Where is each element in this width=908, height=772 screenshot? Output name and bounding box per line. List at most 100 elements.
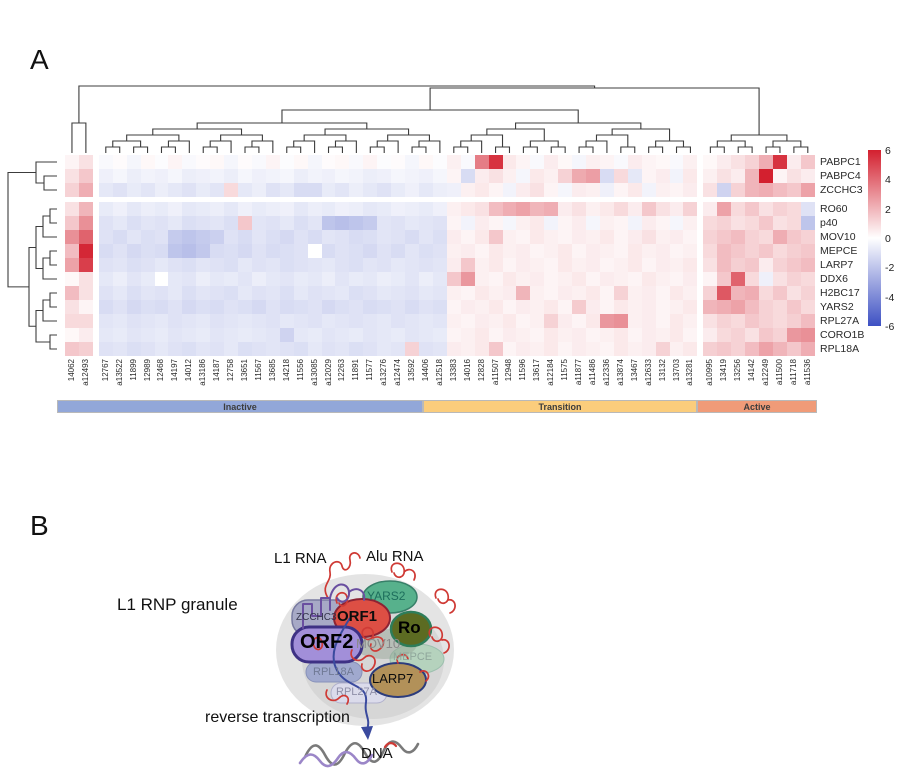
heatmap-cell bbox=[363, 244, 378, 258]
heatmap-cell bbox=[377, 314, 392, 328]
heatmap-cell bbox=[432, 300, 447, 314]
heatmap-cell bbox=[599, 155, 614, 169]
heatmap-cell bbox=[446, 286, 461, 300]
heatmap-cell bbox=[717, 230, 732, 244]
heatmap-cell bbox=[502, 155, 517, 169]
dendrogram-branch bbox=[655, 140, 685, 147]
dendrogram-branch bbox=[42, 215, 57, 238]
heatmap-cell bbox=[800, 244, 815, 258]
heatmap-cell bbox=[544, 272, 559, 286]
heatmap-cell bbox=[655, 155, 670, 169]
heatmap-cell bbox=[126, 230, 141, 244]
heatmap-cell bbox=[586, 244, 600, 258]
dendrogram-branch bbox=[244, 146, 260, 153]
heatmap-cell bbox=[613, 272, 628, 286]
heatmap-cell bbox=[773, 169, 787, 183]
heatmap-cell bbox=[703, 286, 718, 300]
heatmap-cell bbox=[558, 342, 573, 356]
heatmap-cell bbox=[446, 244, 461, 258]
heatmap-cell bbox=[321, 300, 336, 314]
heatmap-cell bbox=[224, 342, 239, 356]
heatmap-cell bbox=[586, 342, 600, 356]
heatmap-cell bbox=[474, 272, 489, 286]
heatmap-column-label: a13276 bbox=[379, 359, 389, 386]
heatmap-cell bbox=[683, 169, 698, 183]
heatmap-cell bbox=[432, 272, 447, 286]
heatmap-cell bbox=[474, 258, 489, 272]
heatmap-cell bbox=[126, 169, 141, 183]
heatmap-row-label: PABPC1 bbox=[820, 156, 861, 168]
heatmap-cell bbox=[488, 258, 503, 272]
heatmap-cell bbox=[419, 216, 433, 230]
heatmap-cell bbox=[98, 272, 113, 286]
heatmap-cell bbox=[154, 169, 169, 183]
heatmap-cell bbox=[669, 258, 684, 272]
heatmap-cell bbox=[224, 202, 239, 216]
heatmap-cell bbox=[731, 342, 746, 356]
heatmap-cell bbox=[683, 286, 698, 300]
heatmap-cell bbox=[613, 169, 628, 183]
heatmap-cell bbox=[154, 272, 169, 286]
heatmap-cell bbox=[224, 230, 239, 244]
dendrogram-branch bbox=[529, 140, 559, 147]
heatmap-cell bbox=[474, 300, 489, 314]
heatmap-cell bbox=[182, 300, 197, 314]
heatmap-cell bbox=[731, 286, 746, 300]
heatmap-cell bbox=[516, 328, 531, 342]
heatmap-cell bbox=[224, 169, 239, 183]
heatmap-cell bbox=[586, 258, 600, 272]
heatmap-cell bbox=[405, 272, 419, 286]
heatmap-cell bbox=[446, 202, 461, 216]
heatmap-cell bbox=[669, 216, 684, 230]
heatmap-cell bbox=[78, 216, 93, 230]
heatmap-cell bbox=[391, 272, 406, 286]
heatmap-cell bbox=[78, 286, 93, 300]
heatmap-cell bbox=[613, 244, 628, 258]
heatmap-cell bbox=[613, 216, 628, 230]
heatmap-column-label: 12468 bbox=[156, 359, 166, 382]
heatmap-cell bbox=[391, 258, 406, 272]
heatmap-cell bbox=[474, 244, 489, 258]
heatmap-cell bbox=[474, 328, 489, 342]
heatmap-cell bbox=[800, 342, 815, 356]
heatmap-cell bbox=[586, 328, 600, 342]
heatmap-cell bbox=[279, 272, 294, 286]
heatmap-cell bbox=[140, 155, 155, 169]
heatmap-cell bbox=[78, 342, 93, 356]
heatmap-cell bbox=[572, 230, 587, 244]
heatmap-cell bbox=[717, 258, 732, 272]
heatmap-cell bbox=[78, 244, 93, 258]
heatmap-cell bbox=[251, 230, 266, 244]
heatmap-cell bbox=[251, 183, 266, 197]
heatmap-cell bbox=[800, 328, 815, 342]
heatmap-cell bbox=[168, 272, 183, 286]
heatmap-cell bbox=[321, 216, 336, 230]
heatmap-cell bbox=[432, 244, 447, 258]
heatmap-cell bbox=[641, 244, 656, 258]
heatmap-cell bbox=[613, 328, 628, 342]
heatmap-cell bbox=[391, 183, 406, 197]
heatmap-cell bbox=[405, 258, 419, 272]
dendrogram-branch bbox=[293, 140, 316, 153]
heatmap-cell bbox=[391, 155, 406, 169]
heatmap-cell bbox=[293, 314, 308, 328]
heatmap-cell bbox=[210, 230, 225, 244]
dendrogram-branch bbox=[486, 128, 545, 141]
heatmap-row-label: LARP7 bbox=[820, 259, 854, 271]
heatmap-cell bbox=[599, 202, 614, 216]
heatmap-cell bbox=[349, 342, 364, 356]
heatmap-cell bbox=[98, 258, 113, 272]
heatmap-cell bbox=[745, 314, 760, 328]
dendrogram-branch bbox=[327, 146, 343, 153]
heatmap-cell bbox=[78, 314, 93, 328]
heatmap-cell bbox=[405, 328, 419, 342]
heatmap-cell bbox=[98, 230, 113, 244]
heatmap-cell bbox=[558, 314, 573, 328]
heatmap-cell bbox=[182, 342, 197, 356]
heatmap-cell bbox=[238, 300, 252, 314]
heatmap-cell bbox=[786, 286, 801, 300]
heatmap-cell bbox=[349, 183, 364, 197]
heatmap-cell bbox=[655, 244, 670, 258]
heatmap-cell bbox=[759, 328, 773, 342]
heatmap-cell bbox=[731, 169, 746, 183]
